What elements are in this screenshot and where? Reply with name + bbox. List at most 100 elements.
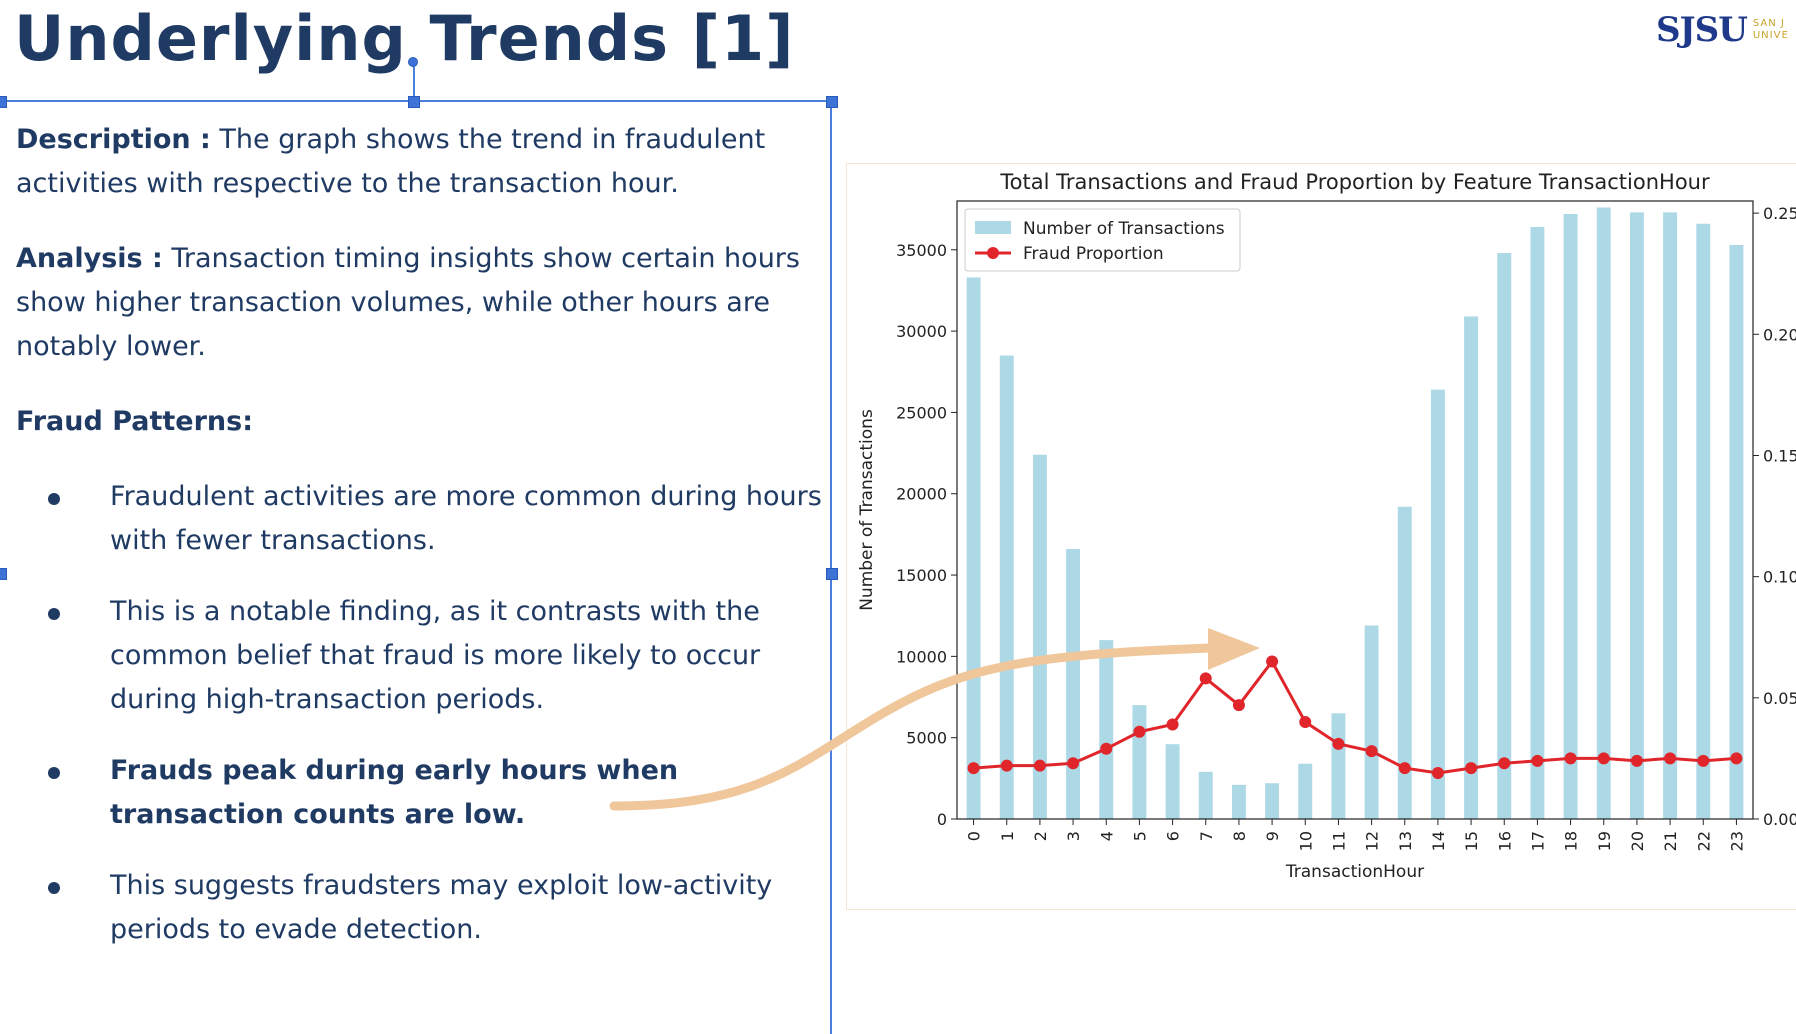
- fraud-proportion-point: [967, 762, 980, 775]
- fraud-proportion-point: [1299, 716, 1312, 729]
- bar: [1530, 227, 1545, 819]
- y2-tick-label: 0.00: [1763, 810, 1796, 829]
- resize-handle-top-right[interactable]: [826, 96, 838, 108]
- fraud-proportion-point: [1166, 718, 1179, 731]
- bar: [1663, 212, 1678, 819]
- bullet-dot: [48, 767, 60, 779]
- description-paragraph: Description : The graph shows the trend …: [16, 118, 822, 206]
- rotation-handle[interactable]: [408, 57, 418, 67]
- bar: [1364, 625, 1379, 819]
- legend-swatch-bars: [975, 221, 1011, 234]
- fraud-proportion-point: [1365, 745, 1378, 758]
- x-tick-label: 22: [1694, 831, 1713, 851]
- bar: [1629, 212, 1644, 819]
- fraud-proportion-point: [1697, 754, 1710, 767]
- bar: [1464, 316, 1479, 819]
- legend-label: Number of Transactions: [1023, 219, 1225, 239]
- y-tick-label: 25000: [896, 403, 947, 422]
- bar: [1265, 783, 1280, 819]
- x-tick-label: 0: [965, 831, 984, 841]
- x-tick-label: 19: [1595, 831, 1614, 851]
- bullet-text: Fraudulent activities are more common du…: [110, 481, 822, 556]
- bar: [1397, 506, 1412, 819]
- bullet-dot: [48, 493, 60, 505]
- chart-image[interactable]: Total Transactions and Fraud Proportion …: [846, 163, 1796, 910]
- x-tick-label: 11: [1329, 831, 1348, 851]
- x-tick-label: 2: [1031, 831, 1050, 841]
- fraud-proportion-point: [1398, 762, 1411, 775]
- y-tick-label: 5000: [906, 729, 947, 748]
- sjsu-logo: SJSU SAN J UNIVE: [1656, 8, 1789, 52]
- resize-handle-top-middle[interactable]: [408, 96, 420, 108]
- bullet-dot: [48, 882, 60, 894]
- x-tick-label: 3: [1064, 831, 1083, 841]
- x-tick-label: 20: [1628, 831, 1647, 851]
- bar: [1165, 744, 1180, 819]
- analysis-body: Transaction timing insights show certain…: [16, 243, 800, 362]
- chart-svg: Total Transactions and Fraud Proportion …: [857, 170, 1796, 882]
- x-tick-label: 15: [1462, 831, 1481, 851]
- bar: [1696, 223, 1711, 819]
- description-label: Description :: [16, 124, 211, 155]
- bullet-item: Fraudulent activities are more common du…: [16, 475, 822, 563]
- resize-handle-top-left[interactable]: [0, 96, 7, 108]
- resize-handle-left-middle[interactable]: [0, 568, 7, 580]
- resize-handle-right-middle[interactable]: [826, 568, 838, 580]
- legend-swatch-marker: [987, 247, 999, 259]
- fraud-proportion-point: [1100, 742, 1113, 755]
- fraud-proportion-point: [1266, 655, 1279, 668]
- fraud-proportion-point: [1597, 752, 1610, 765]
- y2-tick-label: 0.25: [1763, 204, 1796, 223]
- bar: [1132, 705, 1147, 819]
- bullet-item: This suggests fraudsters may exploit low…: [16, 864, 822, 952]
- x-axis-label: TransactionHour: [1285, 862, 1424, 882]
- y2-tick-label: 0.15: [1763, 446, 1796, 465]
- selection-right-edge: [830, 100, 832, 1034]
- y2-tick-label: 0.05: [1763, 689, 1796, 708]
- fraud-patterns-list: Fraudulent activities are more common du…: [16, 475, 822, 952]
- y2-tick-label: 0.10: [1763, 568, 1796, 587]
- x-tick-label: 1: [998, 831, 1017, 841]
- fraud-proportion-point: [1531, 754, 1544, 767]
- bar: [1099, 640, 1114, 819]
- bar: [966, 277, 981, 819]
- legend-box: [964, 208, 1241, 272]
- y-tick-label: 10000: [896, 647, 947, 666]
- bar: [1298, 763, 1313, 819]
- y-tick-label: 30000: [896, 322, 947, 341]
- fraud-proportion-point: [1232, 699, 1245, 712]
- bullet-text: This is a notable finding, as it contras…: [110, 596, 761, 715]
- x-tick-label: 21: [1661, 831, 1680, 851]
- x-tick-label: 10: [1296, 831, 1315, 851]
- fraud-proportion-point: [1000, 759, 1013, 772]
- bar: [1729, 244, 1744, 819]
- chart-title: Total Transactions and Fraud Proportion …: [999, 170, 1710, 194]
- bar: [1497, 253, 1512, 819]
- bullet-dot: [48, 608, 60, 620]
- fraud-proportion-point: [1730, 752, 1743, 765]
- plot-area-frame: [956, 200, 1754, 820]
- bullet-item: Frauds peak during early hours when tran…: [16, 749, 822, 837]
- fraud-proportion-point: [1564, 752, 1577, 765]
- x-tick-label: 5: [1130, 831, 1149, 841]
- rotation-handle-stem: [413, 62, 415, 100]
- x-tick-label: 18: [1562, 831, 1581, 851]
- x-tick-label: 14: [1429, 831, 1448, 851]
- x-tick-label: 9: [1263, 831, 1282, 841]
- x-tick-label: 23: [1727, 831, 1746, 851]
- x-tick-label: 7: [1197, 831, 1216, 841]
- text-box[interactable]: Description : The graph shows the trend …: [16, 118, 822, 979]
- x-tick-label: 13: [1396, 831, 1415, 851]
- x-tick-label: 6: [1164, 831, 1183, 841]
- description-body: The graph shows the trend in fraudulent …: [16, 124, 766, 199]
- fraud-proportion-line: [973, 658, 1737, 775]
- fraud-proportion-point: [1498, 757, 1511, 770]
- fraud-proportion-point: [1664, 752, 1677, 765]
- bullet-text: Frauds peak during early hours when tran…: [110, 755, 679, 830]
- bar: [1231, 784, 1246, 819]
- x-tick-label: 8: [1230, 831, 1249, 841]
- x-tick-label: 17: [1528, 831, 1547, 851]
- x-tick-label: 16: [1495, 831, 1514, 851]
- bar: [1430, 389, 1445, 819]
- y-tick-label: 20000: [896, 485, 947, 504]
